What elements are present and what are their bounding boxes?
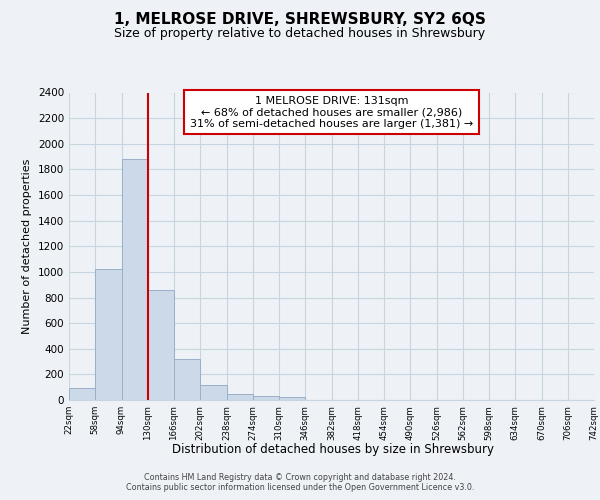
Text: 1 MELROSE DRIVE: 131sqm
← 68% of detached houses are smaller (2,986)
31% of semi: 1 MELROSE DRIVE: 131sqm ← 68% of detache… [190, 96, 473, 129]
Bar [121, 159, 148, 400]
Text: Contains HM Land Registry data © Crown copyright and database right 2024.
Contai: Contains HM Land Registry data © Crown c… [126, 473, 474, 492]
Y-axis label: Number of detached properties: Number of detached properties [22, 158, 32, 334]
Bar [279, 398, 305, 400]
Text: 1, MELROSE DRIVE, SHREWSBURY, SY2 6QS: 1, MELROSE DRIVE, SHREWSBURY, SY2 6QS [114, 12, 486, 28]
Text: Size of property relative to detached houses in Shrewsbury: Size of property relative to detached ho… [115, 28, 485, 40]
Bar [253, 396, 279, 400]
Bar [227, 394, 253, 400]
Bar [200, 386, 227, 400]
Bar [148, 290, 174, 400]
Bar [69, 388, 95, 400]
Bar [95, 270, 121, 400]
Bar [174, 359, 200, 400]
Text: Distribution of detached houses by size in Shrewsbury: Distribution of detached houses by size … [172, 442, 494, 456]
